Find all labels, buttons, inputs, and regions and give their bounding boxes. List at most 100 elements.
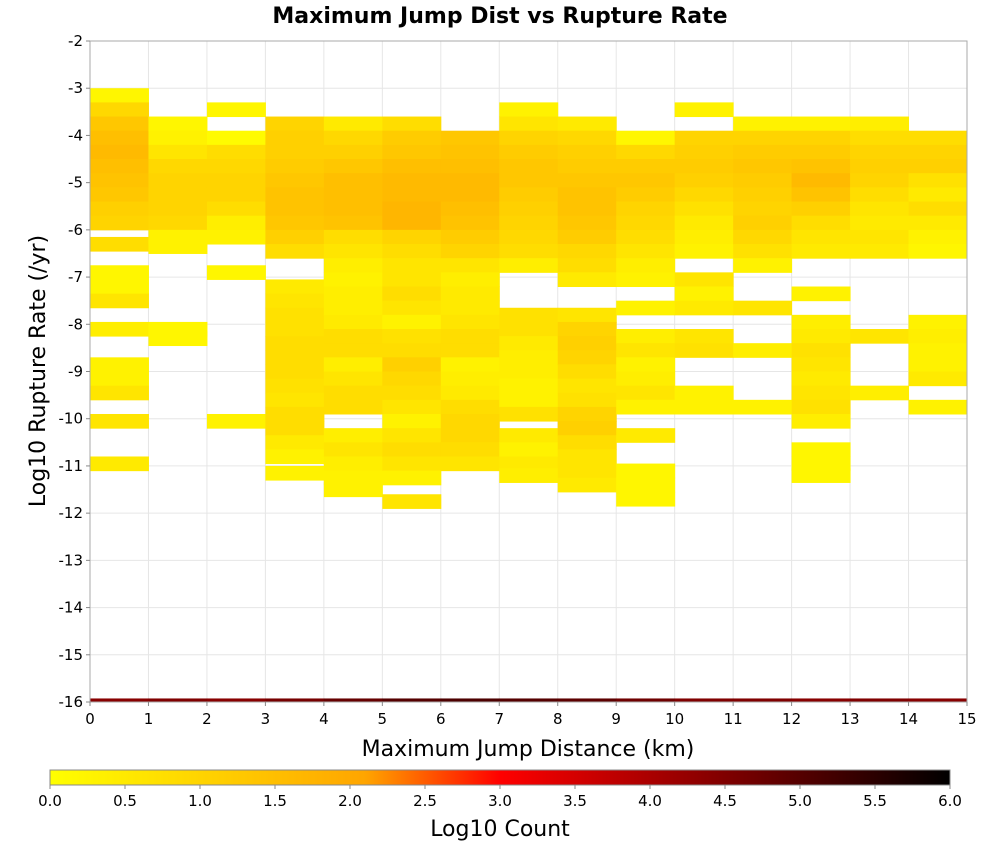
heatmap-cell <box>791 244 851 259</box>
heatmap-cell-bottom <box>265 698 325 702</box>
heatmap-cell <box>850 187 910 203</box>
heatmap-cell <box>616 385 676 401</box>
heatmap-cell <box>908 173 968 188</box>
heatmap-cell <box>733 244 793 259</box>
heatmap-cell <box>674 187 734 203</box>
heatmap-cell <box>557 378 617 394</box>
y-axis-label: Log10 Rupture Rate (/yr) <box>26 235 51 507</box>
heatmap-cell-bottom <box>557 698 617 702</box>
heatmap-cell <box>791 187 851 203</box>
heatmap-cell <box>499 144 559 160</box>
heatmap-cell <box>674 343 734 358</box>
y-axis-ticks: -2 -3 -4 -5 -6 -7 -8 -9 -10 -11 -12 -13 -14 -15 -16 <box>59 32 90 711</box>
heatmap-cell <box>557 229 617 245</box>
heatmap-cell <box>908 215 968 231</box>
heatmap-cell <box>557 364 617 380</box>
heatmap-cell <box>674 286 734 302</box>
heatmap-cell <box>148 215 208 231</box>
heatmap-cell <box>382 286 442 302</box>
heatmap-cell <box>323 300 383 316</box>
heatmap-cell <box>791 229 851 245</box>
heatmap-cell-bottom <box>499 698 559 702</box>
heatmap-cell-bottom <box>323 698 383 702</box>
heatmap-cell <box>323 428 383 443</box>
heatmap-cell <box>791 343 851 358</box>
heatmap-cell <box>382 173 442 188</box>
heatmap-cell-bottom <box>616 698 676 702</box>
x-tick-label: 14 <box>899 710 918 728</box>
heatmap-cell <box>265 465 325 481</box>
heatmap-cell <box>557 406 617 422</box>
colorbar-tick-label: 5.0 <box>788 792 812 810</box>
heatmap-cell <box>440 314 500 330</box>
heatmap-cell <box>440 201 500 217</box>
heatmap-cell <box>616 272 676 288</box>
heatmap-cell <box>733 229 793 245</box>
heatmap-cell <box>440 144 500 160</box>
heatmap-cell <box>499 187 559 203</box>
x-tick-label: 5 <box>378 710 388 728</box>
heatmap-cell <box>499 102 559 118</box>
colorbar-ticks: 0.0 0.5 1.0 1.5 2.0 2.5 3.0 3.5 4.0 4.5 5.0 5.5 6.0 <box>38 785 962 810</box>
y-tick-label: -11 <box>59 457 84 475</box>
heatmap-cell <box>323 215 383 231</box>
heatmap-cell <box>440 442 500 457</box>
heatmap-cell <box>616 244 676 259</box>
heatmap-cell <box>90 116 149 132</box>
heatmap-cell <box>440 286 500 302</box>
y-tick-label: -15 <box>59 646 84 664</box>
heatmap-cell <box>557 463 617 479</box>
heatmap-cells <box>90 88 968 702</box>
heatmap-cell <box>382 187 442 203</box>
heatmap-cell <box>499 468 559 483</box>
heatmap-cell <box>616 173 676 188</box>
y-tick-label: -16 <box>59 693 84 711</box>
heatmap-cell <box>440 159 500 174</box>
heatmap-cell <box>791 385 851 401</box>
colorbar-tick-label: 2.5 <box>413 792 437 810</box>
heatmap-cell <box>791 329 851 344</box>
x-tick-label: 13 <box>841 710 860 728</box>
heatmap-cell <box>499 116 559 132</box>
x-tick-label: 15 <box>957 710 976 728</box>
heatmap-cell <box>440 258 500 273</box>
heatmap-cell <box>733 159 793 174</box>
heatmap-cell <box>791 399 851 415</box>
heatmap-cell <box>440 173 500 188</box>
colorbar-label: Log10 Count <box>430 817 570 842</box>
heatmap-cell <box>616 491 676 507</box>
heatmap-cell-bottom <box>382 698 442 702</box>
heatmap-cell <box>733 258 793 273</box>
heatmap-cell <box>382 144 442 160</box>
heatmap-cell <box>90 456 149 472</box>
heatmap-cell <box>850 244 910 259</box>
heatmap-cell <box>323 343 383 358</box>
x-tick-label: 4 <box>319 710 329 728</box>
heatmap-cell <box>382 159 442 174</box>
heatmap-cell <box>908 371 968 387</box>
heatmap-cell <box>674 130 734 146</box>
heatmap-cell <box>206 173 266 188</box>
heatmap-cell <box>265 144 325 160</box>
heatmap-cell-bottom <box>440 698 500 702</box>
heatmap-cell <box>265 215 325 231</box>
heatmap-cell <box>908 201 968 217</box>
heatmap-cell <box>791 159 851 174</box>
heatmap-cell <box>791 116 851 132</box>
heatmap-cell <box>323 244 383 259</box>
heatmap-cell <box>499 244 559 259</box>
heatmap-cell <box>499 364 559 380</box>
heatmap-cell <box>850 130 910 146</box>
heatmap-cell <box>499 442 559 457</box>
x-tick-label: 7 <box>494 710 504 728</box>
heatmap-cell <box>733 201 793 217</box>
heatmap-cell <box>908 244 968 259</box>
heatmap-cell <box>206 159 266 174</box>
heatmap-cell <box>616 187 676 203</box>
heatmap-cell <box>499 406 559 422</box>
heatmap-cell <box>616 357 676 372</box>
heatmap-cell <box>557 258 617 273</box>
heatmap-cell <box>616 477 676 493</box>
heatmap-cell <box>90 88 149 103</box>
heatmap-cell <box>733 300 793 316</box>
